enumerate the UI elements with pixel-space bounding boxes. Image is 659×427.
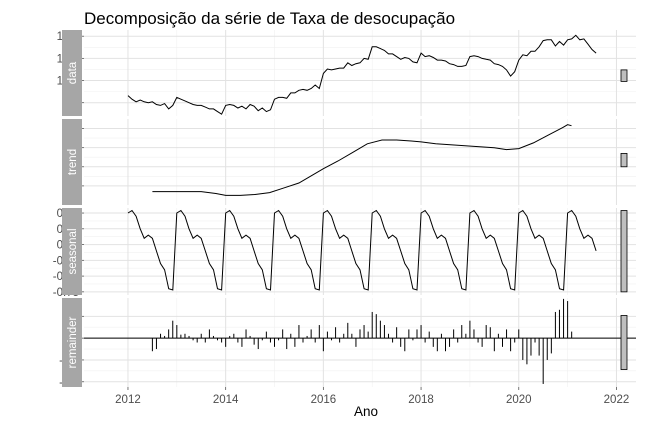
x-tick-label: 2014	[213, 394, 239, 406]
chart-title: Decomposição da série de Taxa de desocup…	[84, 9, 455, 28]
data-line	[127, 34, 597, 115]
panel-strip	[62, 208, 82, 295]
x-tick-label: 2016	[311, 394, 337, 406]
panel-strip	[62, 298, 82, 387]
panel-strip-label: data	[67, 61, 79, 84]
panel-seasonal: -0.75-0.50-0.250.000.250.50seasonal	[53, 208, 636, 299]
panel-remainder: -1.0-0.50.00.5remainder	[59, 298, 636, 389]
x-axis: 2012 2014 2016 2018 2020 2022	[115, 387, 629, 406]
chart-panels: 7.510.012.515.0data8101214trend-0.75-0.5…	[53, 30, 636, 389]
panel-strip	[62, 119, 82, 205]
range-bar	[620, 152, 628, 168]
range-bar	[620, 210, 628, 293]
panel-strip-label: remainder	[67, 316, 79, 368]
trend-line	[152, 124, 572, 196]
seasonal-line	[127, 209, 597, 291]
panel-background	[84, 298, 636, 387]
x-tick-label: 2018	[408, 394, 434, 406]
range-bar	[620, 315, 628, 370]
panel-background	[84, 119, 636, 205]
x-tick-label: 2012	[115, 394, 141, 406]
x-tick-label: 2020	[506, 394, 532, 406]
panel-strip-label: trend	[67, 149, 79, 175]
panel-data: 7.510.012.515.0data	[57, 30, 636, 116]
x-axis-title: Ano	[354, 404, 378, 419]
x-tick-label: 2022	[604, 394, 630, 406]
panel-strip	[62, 30, 82, 116]
panel-strip-label: seasonal	[67, 228, 79, 274]
range-bar	[620, 69, 628, 82]
panel-background	[84, 30, 636, 116]
panel-trend: 8101214trend	[62, 119, 636, 205]
